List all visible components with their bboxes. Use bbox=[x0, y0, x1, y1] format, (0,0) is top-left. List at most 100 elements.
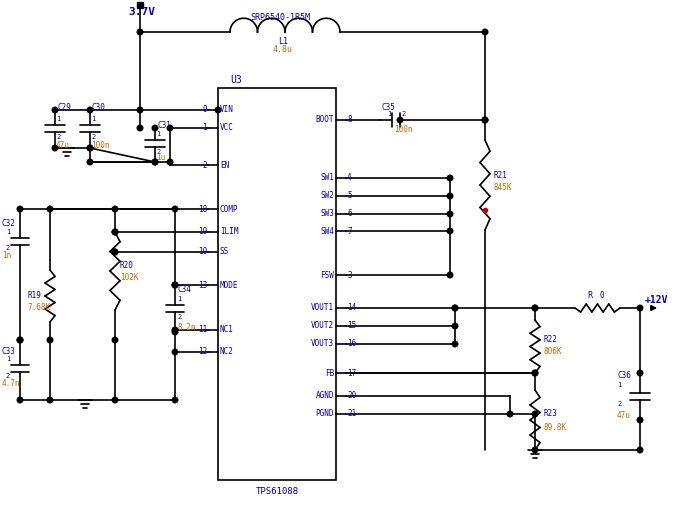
Text: 9: 9 bbox=[202, 105, 207, 115]
Text: 15: 15 bbox=[347, 322, 356, 331]
Text: AGND: AGND bbox=[315, 391, 334, 400]
Circle shape bbox=[112, 229, 118, 235]
Circle shape bbox=[112, 249, 118, 255]
Text: MODE: MODE bbox=[220, 280, 238, 289]
Text: C36: C36 bbox=[617, 370, 631, 379]
Text: 845K: 845K bbox=[493, 183, 511, 192]
Text: 102K: 102K bbox=[120, 272, 139, 281]
Text: 2: 2 bbox=[56, 134, 60, 140]
Circle shape bbox=[637, 305, 643, 311]
Text: 0: 0 bbox=[600, 291, 604, 300]
Circle shape bbox=[532, 370, 538, 376]
Text: 13: 13 bbox=[198, 280, 207, 289]
Circle shape bbox=[532, 305, 538, 311]
Text: +12V: +12V bbox=[645, 295, 669, 305]
Circle shape bbox=[112, 397, 118, 403]
Circle shape bbox=[167, 125, 173, 131]
Circle shape bbox=[172, 329, 178, 335]
Text: 5: 5 bbox=[347, 191, 351, 201]
Text: C33: C33 bbox=[2, 347, 16, 356]
Circle shape bbox=[453, 305, 458, 311]
Circle shape bbox=[532, 370, 538, 376]
Text: SW1: SW1 bbox=[320, 173, 334, 182]
Circle shape bbox=[87, 159, 93, 165]
Text: 1u: 1u bbox=[156, 154, 165, 162]
Circle shape bbox=[532, 305, 538, 311]
Circle shape bbox=[87, 107, 93, 113]
Circle shape bbox=[52, 107, 58, 113]
Text: 4.8u: 4.8u bbox=[273, 46, 293, 54]
Text: 8: 8 bbox=[347, 115, 351, 125]
Text: 2: 2 bbox=[617, 401, 621, 407]
Text: 7.68K: 7.68K bbox=[28, 302, 51, 311]
Text: FB: FB bbox=[325, 368, 334, 377]
Text: 2: 2 bbox=[401, 111, 405, 117]
Circle shape bbox=[172, 206, 178, 212]
Text: SW2: SW2 bbox=[320, 191, 334, 201]
Text: 1: 1 bbox=[156, 131, 160, 137]
Circle shape bbox=[453, 305, 458, 311]
Text: VOUT1: VOUT1 bbox=[311, 303, 334, 312]
Circle shape bbox=[87, 145, 93, 151]
Circle shape bbox=[152, 125, 158, 131]
Text: 20: 20 bbox=[347, 391, 356, 400]
Text: 89.8K: 89.8K bbox=[543, 422, 566, 431]
Text: SRP6540-1R5M: SRP6540-1R5M bbox=[250, 14, 310, 23]
Text: VIN: VIN bbox=[220, 105, 234, 115]
Circle shape bbox=[507, 411, 513, 417]
Circle shape bbox=[137, 107, 143, 113]
Text: 3.7V: 3.7V bbox=[128, 7, 155, 17]
Text: C34: C34 bbox=[178, 286, 192, 294]
Text: R20: R20 bbox=[120, 260, 134, 269]
Text: R: R bbox=[587, 291, 592, 300]
Text: SW3: SW3 bbox=[320, 210, 334, 219]
Text: 7: 7 bbox=[347, 226, 351, 235]
Circle shape bbox=[532, 447, 538, 453]
Circle shape bbox=[152, 159, 158, 165]
Text: VCC: VCC bbox=[220, 124, 234, 133]
Circle shape bbox=[172, 327, 178, 333]
Text: 2: 2 bbox=[202, 160, 207, 169]
Circle shape bbox=[447, 228, 453, 234]
Text: 3: 3 bbox=[347, 270, 351, 279]
Text: 2: 2 bbox=[91, 134, 95, 140]
Text: 47u: 47u bbox=[56, 140, 70, 149]
Text: 1: 1 bbox=[6, 229, 10, 235]
Circle shape bbox=[17, 206, 23, 212]
Circle shape bbox=[17, 337, 23, 343]
Text: 1: 1 bbox=[56, 116, 60, 122]
Text: R21: R21 bbox=[493, 170, 507, 180]
Text: 2: 2 bbox=[156, 149, 160, 155]
Circle shape bbox=[532, 411, 538, 417]
Text: 1: 1 bbox=[91, 116, 95, 122]
Text: 2: 2 bbox=[177, 314, 182, 320]
Text: TPS61088: TPS61088 bbox=[256, 487, 299, 497]
Circle shape bbox=[453, 323, 458, 329]
Circle shape bbox=[47, 397, 53, 403]
Text: 100n: 100n bbox=[394, 126, 412, 135]
Text: EN: EN bbox=[220, 160, 229, 169]
Text: VOUT3: VOUT3 bbox=[311, 340, 334, 348]
Circle shape bbox=[637, 370, 643, 376]
Circle shape bbox=[87, 145, 93, 151]
Text: U3: U3 bbox=[230, 75, 242, 85]
Circle shape bbox=[137, 125, 143, 131]
Circle shape bbox=[216, 107, 221, 113]
Circle shape bbox=[637, 447, 643, 453]
Circle shape bbox=[172, 282, 178, 288]
Text: SS: SS bbox=[220, 247, 229, 257]
Circle shape bbox=[482, 117, 488, 123]
Text: C31: C31 bbox=[157, 121, 171, 129]
Text: R22: R22 bbox=[543, 335, 557, 344]
Text: 1: 1 bbox=[387, 111, 391, 117]
Text: 21: 21 bbox=[347, 409, 356, 419]
Text: 16: 16 bbox=[347, 340, 356, 348]
Text: 11: 11 bbox=[198, 325, 207, 334]
Text: R19: R19 bbox=[28, 290, 42, 300]
Text: VOUT2: VOUT2 bbox=[311, 322, 334, 331]
Text: 19: 19 bbox=[198, 227, 207, 236]
Text: 10: 10 bbox=[198, 247, 207, 257]
Text: 6: 6 bbox=[347, 210, 351, 219]
Circle shape bbox=[172, 282, 178, 288]
Text: 1: 1 bbox=[617, 382, 621, 388]
